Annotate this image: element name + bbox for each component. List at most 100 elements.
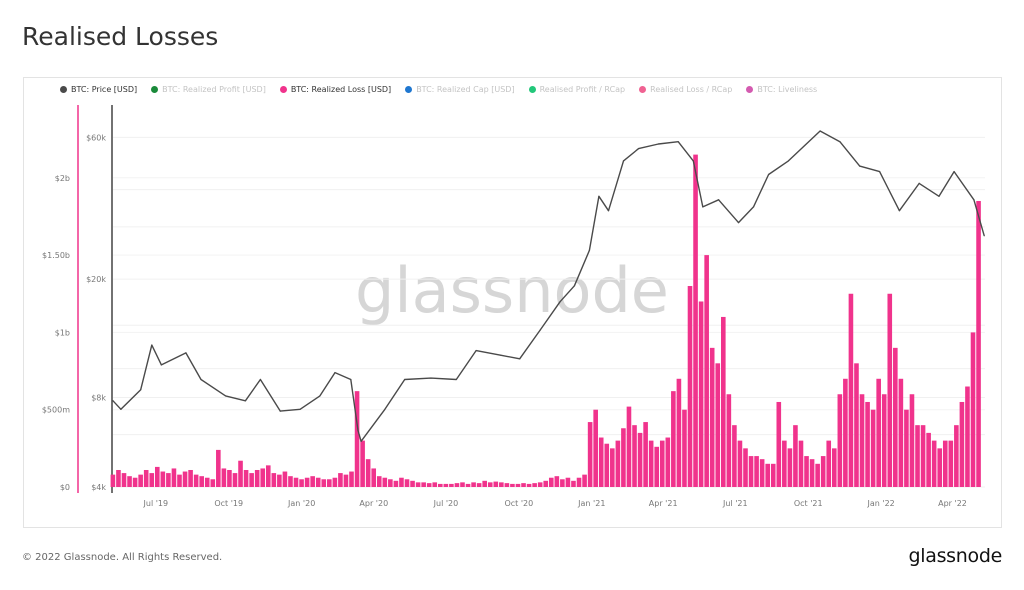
loss-axis-tick: $500m [42,406,70,415]
loss-bar [643,422,648,487]
legend-label: BTC: Realized Cap [USD] [416,85,515,94]
x-axis-tick: Jul '19 [143,499,169,508]
loss-bar [166,473,171,487]
loss-bar [765,463,770,487]
loss-bar [138,474,143,487]
loss-bar [476,483,482,487]
loss-bar [132,477,138,487]
loss-bar [959,401,965,487]
loss-bar [909,394,915,487]
x-axis-tick: Jul '20 [433,499,459,508]
loss-bar [121,473,127,487]
loss-bar [787,448,793,487]
x-axis-tick: Apr '21 [649,499,678,508]
chart-legend: BTC: Price [USD] BTC: Realized Profit [US… [60,85,817,94]
price-point [938,195,940,197]
loss-bar [449,483,454,487]
loss-bar [299,479,304,487]
price-point [718,199,720,201]
legend-label: Realised Loss / RCap [650,85,733,94]
loss-bar [682,409,687,487]
loss-bar [976,200,981,488]
legend-item[interactable]: Realised Profit / RCap [528,85,625,94]
loss-bar [510,483,515,487]
loss-bar [804,456,809,487]
legend-item[interactable]: BTC: Realized Profit [USD] [151,85,266,94]
loss-bar [327,479,332,487]
loss-bar [931,440,937,487]
loss-bar [404,479,410,487]
loss-bar [582,474,587,487]
x-axis-tick: Jan '21 [577,499,605,508]
x-axis-tick: Jan '20 [287,499,315,508]
loss-bar [893,347,898,487]
loss-bar [898,378,904,487]
loss-bar [826,440,832,487]
price-point [112,400,114,402]
price-point [702,206,704,208]
loss-bar [171,468,177,487]
loss-bar [188,469,193,487]
loss-bar [876,378,881,487]
legend-item[interactable]: BTC: Liveliness [746,85,817,94]
price-point [657,143,659,145]
loss-bar [243,469,249,487]
loss-bar [260,468,266,487]
price-point [475,350,477,352]
loss-bar [726,394,732,487]
legend-item[interactable]: BTC: Realized Loss [USD] [279,85,391,94]
loss-bar [343,474,349,487]
price-point [752,206,755,208]
loss-bar [154,466,160,487]
legend-item[interactable]: BTC: Realized Cap [USD] [405,85,515,94]
loss-bar [648,440,654,487]
loss-axis-tick: $1.50b [42,251,70,260]
price-point [357,429,359,432]
loss-bar [221,468,227,487]
loss-bar [537,482,543,487]
loss-bar [421,482,426,487]
loss-bar [321,479,327,487]
loss-bar [709,347,715,487]
loss-bar [293,477,299,487]
legend-item[interactable]: BTC: Price [USD] [60,85,137,94]
loss-bar [160,471,166,487]
loss-bar [465,483,471,487]
loss-bar [499,482,504,487]
price-point [692,160,694,162]
loss-bar [942,440,948,487]
loss-bar [887,293,893,487]
loss-bar [282,471,288,487]
price-point [918,182,920,184]
loss-bar [937,448,943,487]
loss-bar [399,477,404,487]
loss-bar [460,482,465,487]
loss-bar [598,437,604,487]
legend-item[interactable]: Realised Loss / RCap [639,85,732,94]
loss-bar [254,469,260,487]
loss-bar [487,482,493,487]
loss-bar [216,449,221,487]
price-point [787,160,790,162]
loss-bar [554,476,560,487]
loss-bar [210,479,216,487]
loss-bar [543,480,549,487]
legend-dot-icon [405,86,413,93]
price-point [224,395,227,397]
loss-bar [754,456,759,487]
loss-bar [249,473,254,487]
loss-bar [737,440,743,487]
loss-bar [587,422,593,487]
loss-bar [116,469,121,487]
loss-bar [382,477,388,487]
loss-bar [687,286,693,487]
loss-bar [149,473,155,487]
price-point [622,160,625,162]
loss-bar [304,477,310,487]
loss-bar [626,406,632,487]
loss-bar [204,477,210,487]
loss-bar [926,432,931,487]
loss-bar [515,483,521,487]
loss-bar [432,482,438,487]
